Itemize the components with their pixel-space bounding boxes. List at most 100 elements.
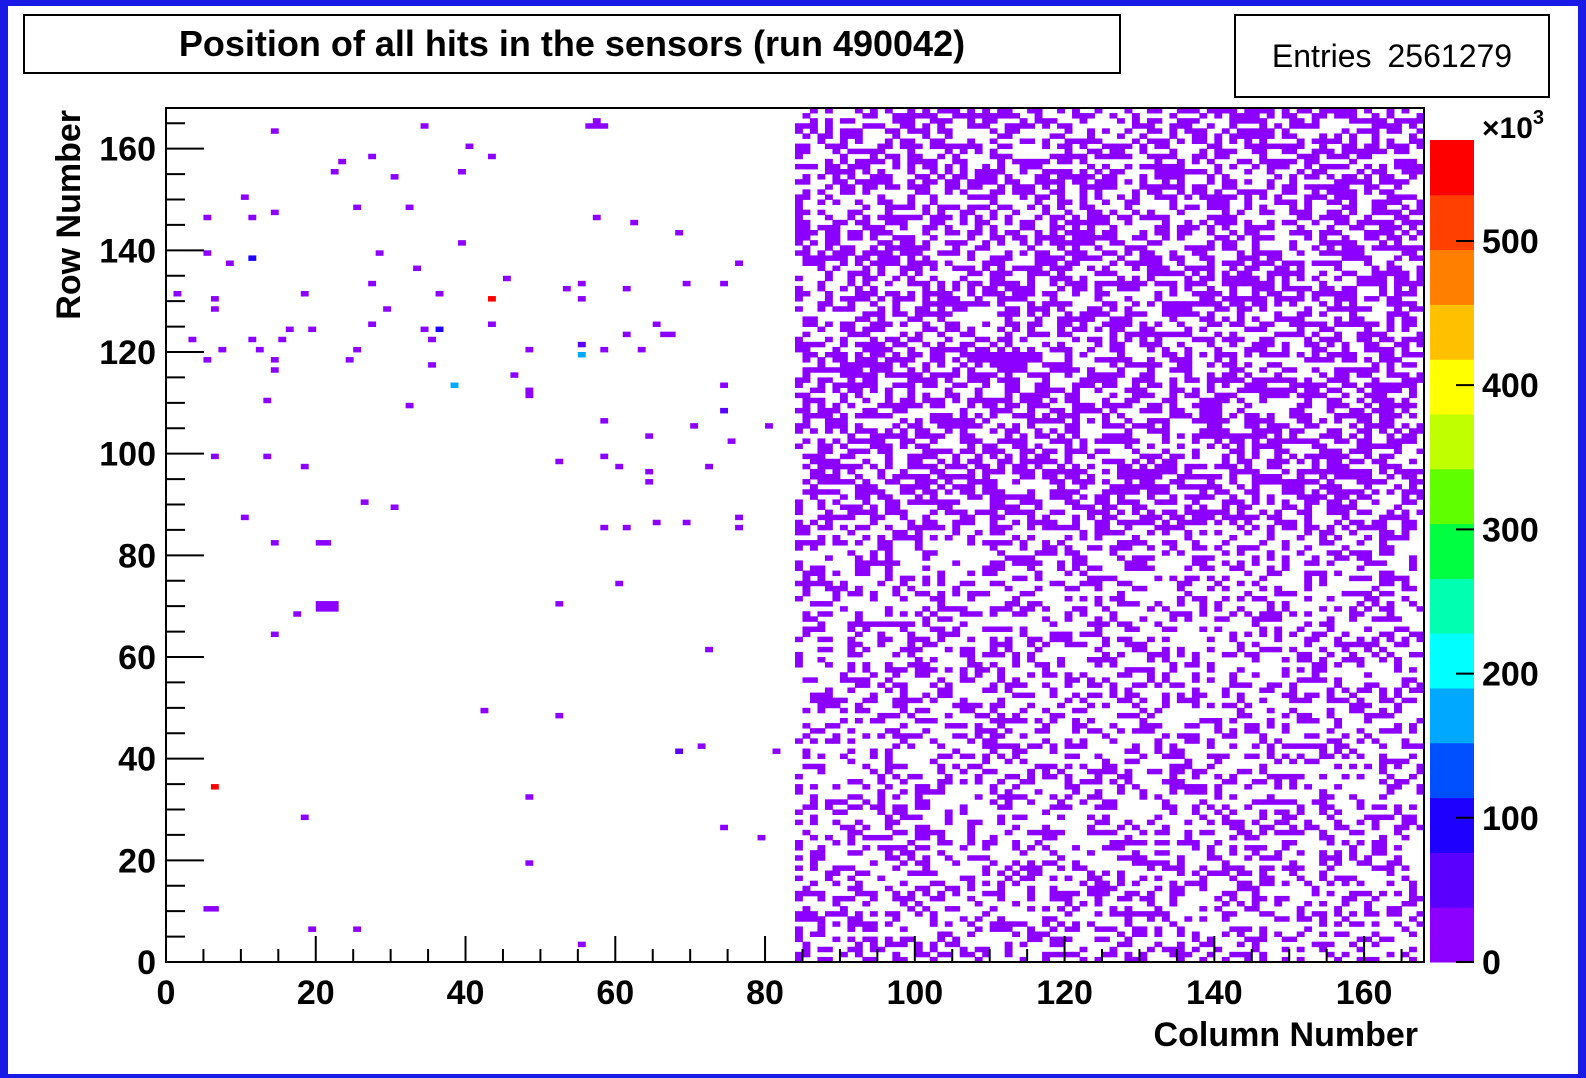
heatmap-cell xyxy=(914,662,923,668)
heatmap-cell xyxy=(1064,397,1073,404)
heatmap-cell xyxy=(1311,692,1320,699)
heatmap-cell xyxy=(982,489,991,495)
heatmap-cell xyxy=(1251,845,1260,851)
heatmap-cell xyxy=(1221,753,1230,760)
heatmap-cell xyxy=(914,443,923,449)
heatmap-cell xyxy=(884,784,893,790)
heatmap-cell xyxy=(997,697,1006,704)
heatmap-cell xyxy=(884,392,893,399)
heatmap-cell xyxy=(1206,265,1215,272)
heatmap-cell xyxy=(937,357,946,363)
heatmap-cell xyxy=(1042,377,1050,383)
heatmap-cell xyxy=(989,352,998,358)
heatmap-cell xyxy=(869,428,878,434)
heatmap-cell xyxy=(1109,316,1118,322)
heatmap-cell xyxy=(1094,621,1103,627)
heatmap-cell xyxy=(1049,479,1058,485)
heatmap-cell xyxy=(1236,499,1245,505)
heatmap-cell xyxy=(974,143,983,150)
heatmap-cell xyxy=(1266,255,1275,261)
heatmap-cell xyxy=(997,204,1006,211)
heatmap-cell xyxy=(1109,692,1118,699)
heatmap-cell xyxy=(914,535,923,541)
heatmap-cell xyxy=(929,697,938,704)
heatmap-cell xyxy=(1266,824,1275,831)
heatmap-cell xyxy=(1124,108,1133,114)
heatmap-cell xyxy=(1042,143,1050,150)
heatmap-cell xyxy=(997,291,1006,297)
heatmap-cell xyxy=(1154,931,1163,937)
heatmap-cell xyxy=(1139,235,1148,241)
heatmap-cell xyxy=(1064,875,1073,882)
heatmap-cell xyxy=(989,199,998,205)
heatmap-cell xyxy=(1176,357,1185,363)
heatmap-cell xyxy=(959,382,968,388)
heatmap-cell xyxy=(1012,860,1021,866)
heatmap-cell xyxy=(1042,158,1050,165)
heatmap-cell xyxy=(1131,387,1140,394)
heatmap-cell xyxy=(1221,504,1230,510)
heatmap-cell xyxy=(1094,372,1103,378)
heatmap-cell xyxy=(982,163,991,170)
heatmap-cell xyxy=(989,372,998,378)
heatmap-cell xyxy=(1057,108,1065,114)
heatmap-cell xyxy=(1319,646,1328,653)
heatmap-cell xyxy=(929,158,938,165)
heatmap-cell xyxy=(952,458,961,465)
heatmap-cell xyxy=(854,540,863,546)
heatmap-cell xyxy=(824,479,833,485)
heatmap-cell xyxy=(869,407,878,414)
heatmap-cell xyxy=(1206,296,1215,302)
heatmap-cell xyxy=(974,113,983,119)
heatmap-cell xyxy=(959,677,968,683)
heatmap-cell xyxy=(922,341,931,348)
heatmap-cell xyxy=(847,169,856,175)
heatmap-cell xyxy=(1087,219,1095,226)
heatmap-cell xyxy=(907,291,916,297)
heatmap-cell xyxy=(1304,596,1313,602)
heatmap-cell xyxy=(1094,184,1103,190)
heatmap-cell xyxy=(907,194,916,200)
heatmap-cell xyxy=(1057,418,1065,424)
heatmap-cell xyxy=(944,301,953,307)
heatmap-cell xyxy=(1012,560,1021,566)
heatmap-cell xyxy=(1124,219,1133,226)
heatmap-cell xyxy=(795,789,803,795)
heatmap-cell xyxy=(884,321,893,327)
heatmap-cell xyxy=(997,240,1006,246)
heatmap-cell xyxy=(1049,118,1058,124)
heatmap-cell xyxy=(1289,453,1298,460)
heatmap-cell xyxy=(1094,956,1103,963)
heatmap-cell xyxy=(1049,916,1058,922)
heatmap-cell xyxy=(1296,743,1305,749)
heatmap-cell xyxy=(1259,377,1268,383)
heatmap-cell xyxy=(1244,230,1253,236)
heatmap-cell xyxy=(832,240,841,246)
heatmap-cell xyxy=(1244,926,1253,932)
heatmap-cell xyxy=(809,128,818,134)
heatmap-cell xyxy=(1229,565,1238,571)
heatmap-cell xyxy=(854,524,863,531)
heatmap-cell xyxy=(929,718,938,724)
heatmap-cell xyxy=(914,428,923,434)
heatmap-cell xyxy=(1139,474,1148,480)
heatmap-cell xyxy=(1191,540,1200,546)
heatmap-cell xyxy=(899,763,908,770)
heatmap-cell xyxy=(1042,738,1050,744)
heatmap-cell xyxy=(1079,494,1088,500)
heatmap-cell xyxy=(869,443,878,449)
heatmap-cell xyxy=(1116,540,1125,546)
heatmap-cell xyxy=(1221,489,1230,495)
heatmap-cell xyxy=(1139,829,1148,836)
heatmap-cell xyxy=(1019,611,1028,617)
heatmap-cell xyxy=(1304,235,1313,241)
heatmap-cell xyxy=(1012,377,1021,383)
heatmap-cell xyxy=(1169,311,1178,317)
heatmap-cell xyxy=(1319,870,1328,876)
heatmap-cell xyxy=(1012,784,1021,790)
heatmap-cell xyxy=(1027,123,1036,129)
heatmap-cell xyxy=(847,626,856,632)
heatmap-cell xyxy=(1259,143,1268,150)
heatmap-cell xyxy=(1236,438,1245,444)
heatmap-cell xyxy=(1102,621,1110,627)
